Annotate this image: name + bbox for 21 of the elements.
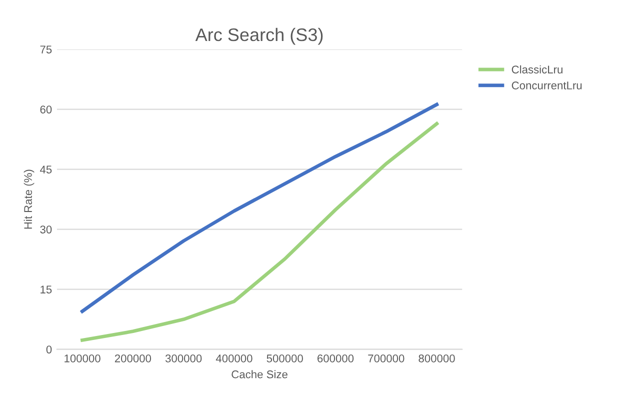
line-series bbox=[80, 122, 439, 342]
x-tick-label: 300000 bbox=[165, 354, 202, 362]
x-tick-label: 700000 bbox=[368, 354, 404, 362]
y-tick-label: 75 bbox=[40, 46, 52, 54]
y-tick-label: 0 bbox=[46, 346, 52, 354]
legend-label: ClassicLru bbox=[512, 65, 562, 74]
y-tick-label: 15 bbox=[40, 286, 52, 294]
x-tick-label: 100000 bbox=[64, 354, 100, 362]
legend-label: ConcurrentLru bbox=[512, 82, 582, 90]
y-axis-title: Hit Rate (%) bbox=[24, 170, 34, 229]
x-tick-label: 400000 bbox=[216, 354, 252, 362]
line-series bbox=[80, 102, 439, 314]
x-tick-label: 500000 bbox=[266, 354, 303, 362]
y-tick-label: 30 bbox=[40, 226, 52, 234]
chart-title: Arc Search (S3) bbox=[195, 28, 323, 45]
y-tick-label: 60 bbox=[40, 106, 52, 114]
x-tick-label: 200000 bbox=[114, 354, 152, 362]
x-axis-title: Cache Size bbox=[232, 370, 288, 378]
y-tick-label: 45 bbox=[40, 166, 52, 174]
x-tick-label: 800000 bbox=[418, 354, 455, 362]
x-tick-label: 600000 bbox=[318, 354, 354, 362]
